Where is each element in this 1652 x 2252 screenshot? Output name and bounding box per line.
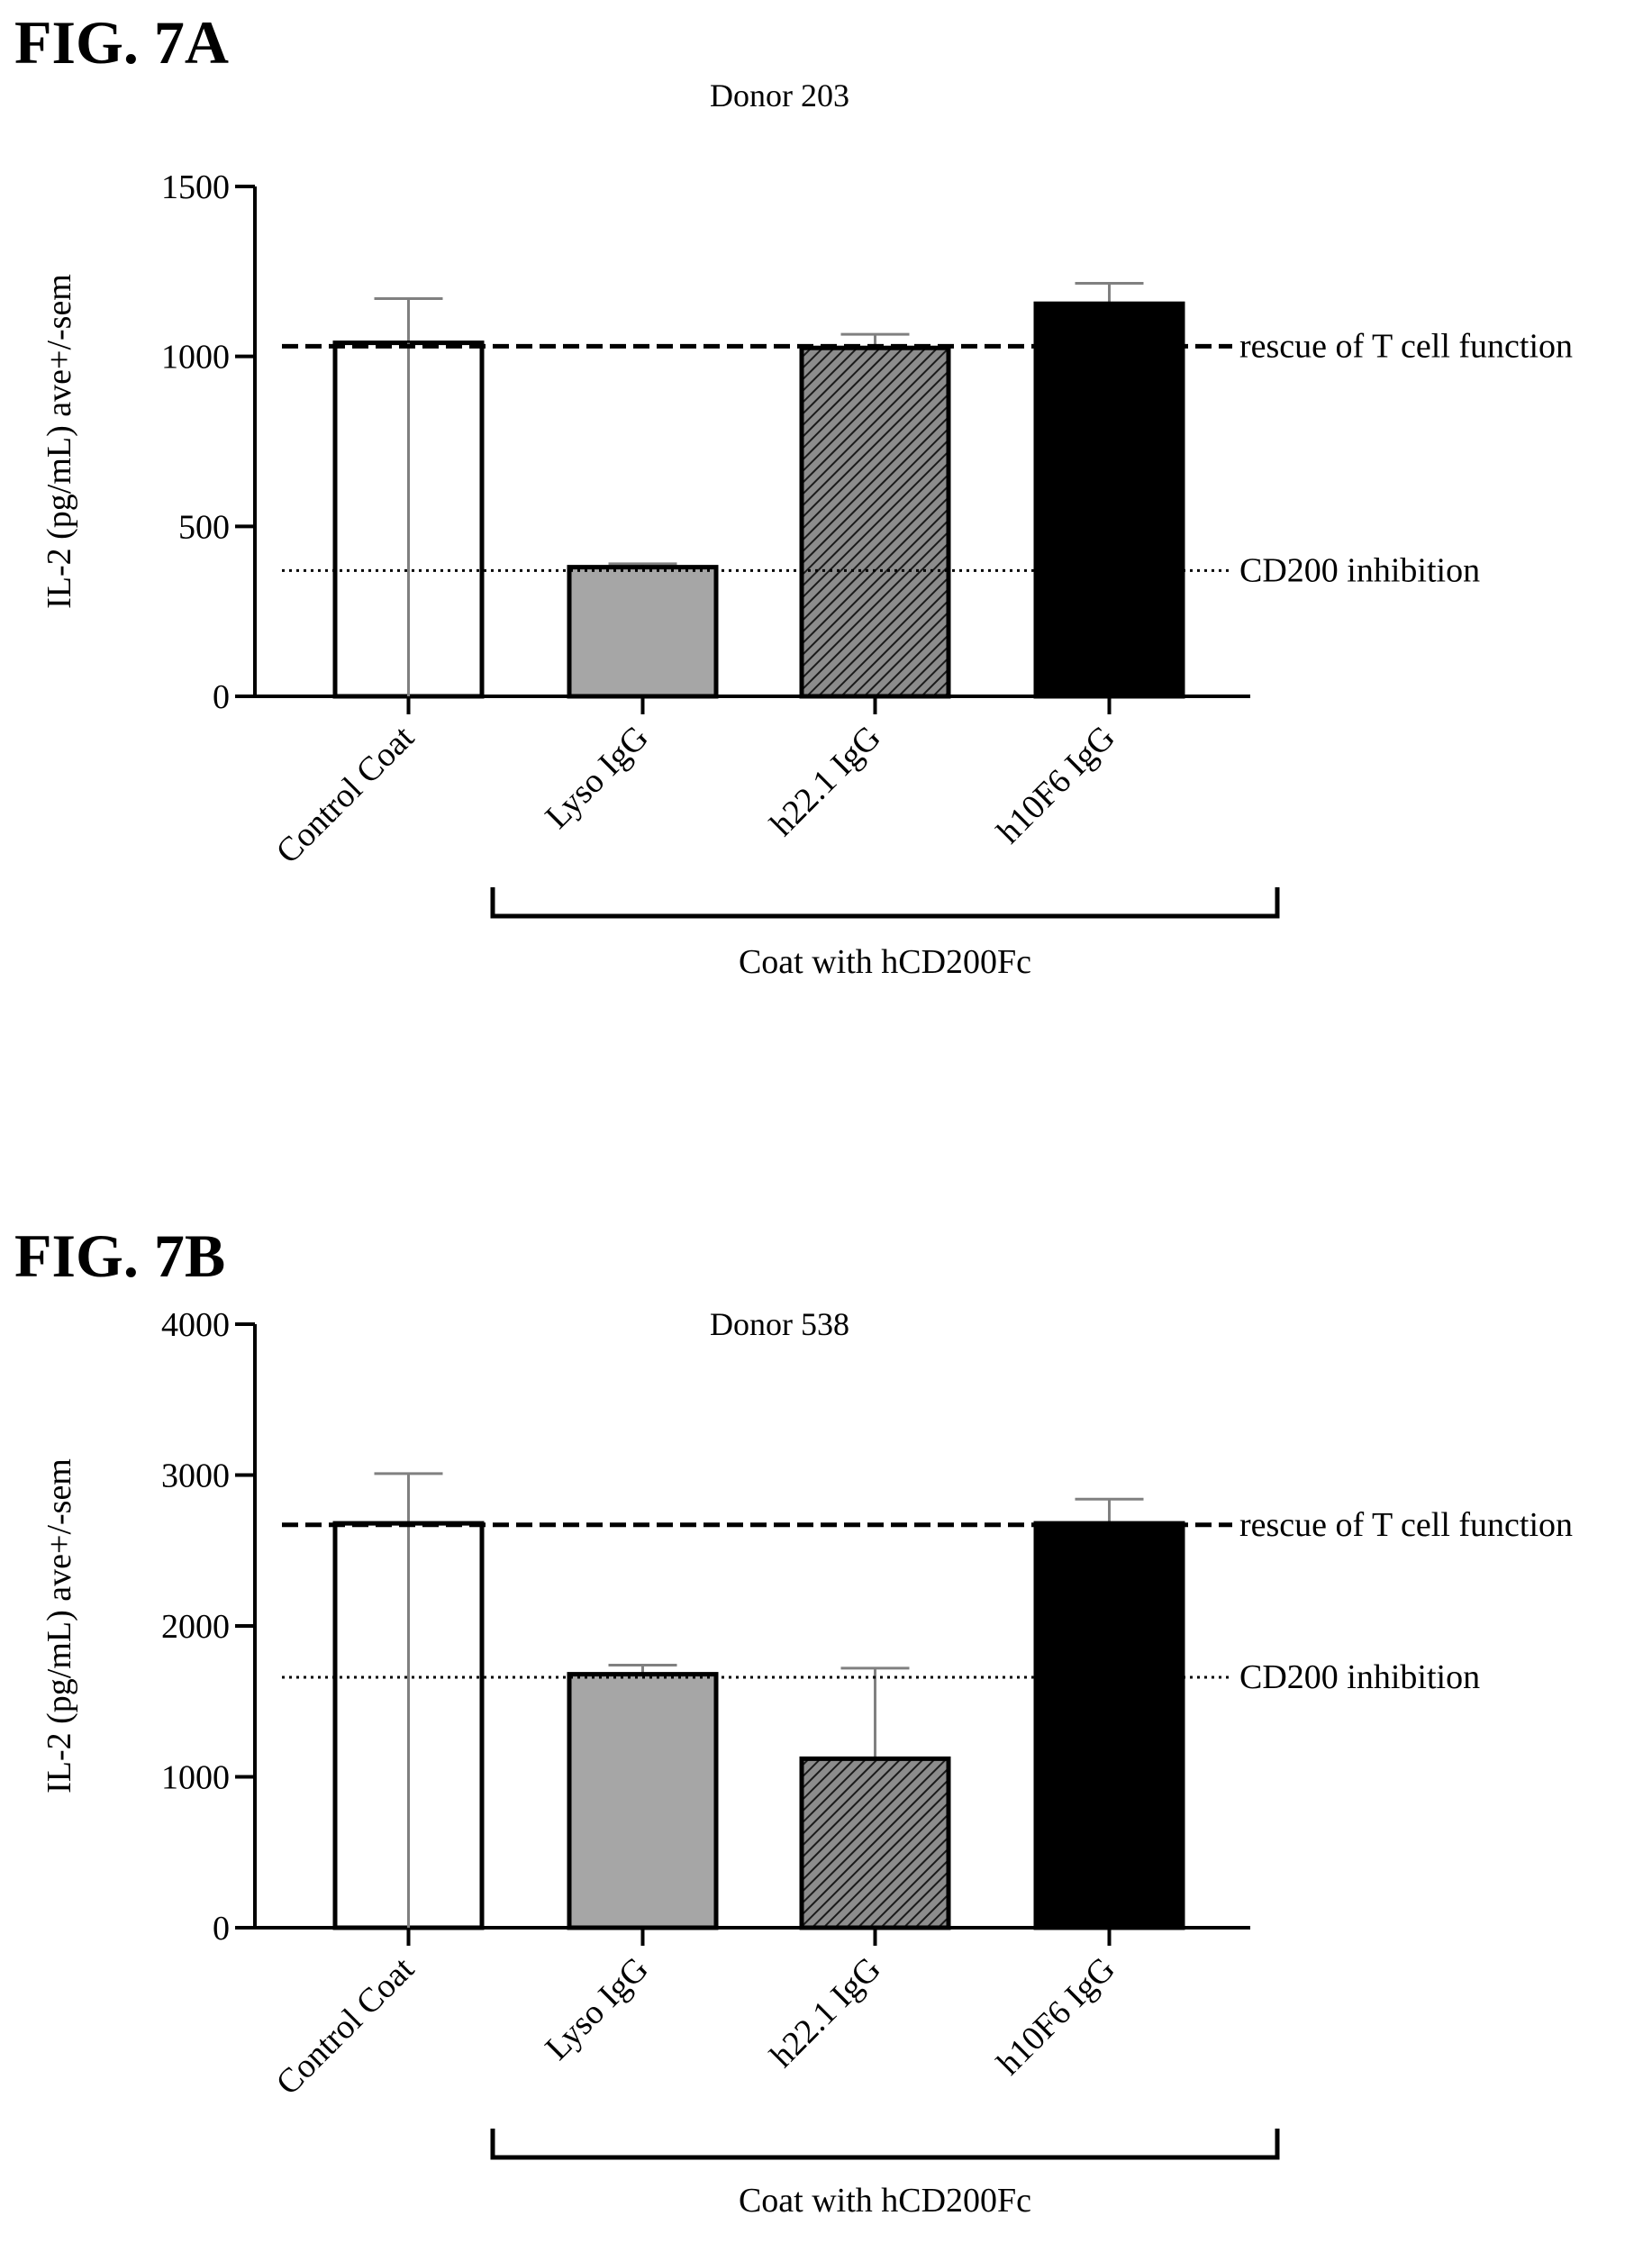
x-tick-label: Control Coat	[269, 1949, 422, 2102]
y-tick-label: 1500	[161, 168, 230, 206]
y-tick-label: 500	[178, 508, 230, 546]
x-tick-label: h10F6 IgG	[990, 1950, 1122, 2083]
chart-panel-7b: Donor 538 IL-2 (pg/mL) ave+/-sem 0 1000 2000…	[0, 1225, 1652, 2252]
x-tick-label: h22.1 IgG	[763, 719, 888, 844]
bar	[799, 345, 951, 699]
bar	[567, 1672, 719, 1930]
x-tick-label: Control Coat	[269, 718, 422, 871]
bar	[1033, 1521, 1185, 1930]
bar	[1033, 301, 1185, 699]
x-tick-label: Lyso IgG	[538, 719, 655, 836]
bar	[567, 565, 719, 699]
y-tick-label: 2000	[161, 1608, 230, 1646]
reference-line-label: CD200 inhibition	[1239, 1658, 1480, 1696]
y-tick-label: 0	[213, 1910, 230, 1948]
x-tick-label: Lyso IgG	[538, 1950, 655, 2067]
group-bracket-label: Coat with hCD200Fc	[739, 943, 1031, 981]
chart-title: Donor 203	[710, 77, 849, 114]
reference-line-label: rescue of T cell function	[1239, 1506, 1573, 1544]
chart-7b: Donor 538 IL-2 (pg/mL) ave+/-sem 0 1000 2000…	[41, 1306, 1573, 2220]
group-bracket	[490, 887, 1280, 919]
y-axis-label: IL-2 (pg/mL) ave+/-sem	[41, 1458, 78, 1793]
y-axis-label: IL-2 (pg/mL) ave+/-sem	[41, 274, 78, 609]
figure-label-7a: FIG. 7A	[14, 8, 229, 77]
chart-title: Donor 538	[710, 1306, 849, 1342]
y-tick-label: 4000	[161, 1306, 230, 1344]
chart-panel-7a: Donor 203 IL-2 (pg/mL) ave+/-sem 0 500 1000 1…	[0, 0, 1652, 1027]
y-tick-label: 1000	[161, 1759, 230, 1797]
y-tick-label: 1000	[161, 339, 230, 377]
reference-line-label: CD200 inhibition	[1239, 551, 1480, 589]
x-tick-label: h22.1 IgG	[763, 1950, 888, 2075]
reference-line-label: rescue of T cell function	[1239, 327, 1573, 365]
figure-label-7b: FIG. 7B	[14, 1221, 226, 1290]
y-tick-label: 0	[213, 678, 230, 716]
group-bracket-label: Coat with hCD200Fc	[739, 2182, 1031, 2220]
y-tick-label: 3000	[161, 1457, 230, 1495]
chart-7a: Donor 203 IL-2 (pg/mL) ave+/-sem 0 500 1000 1…	[41, 77, 1573, 981]
x-tick-label: h10F6 IgG	[990, 719, 1122, 851]
bar	[799, 1756, 951, 1930]
group-bracket	[490, 2129, 1280, 2160]
